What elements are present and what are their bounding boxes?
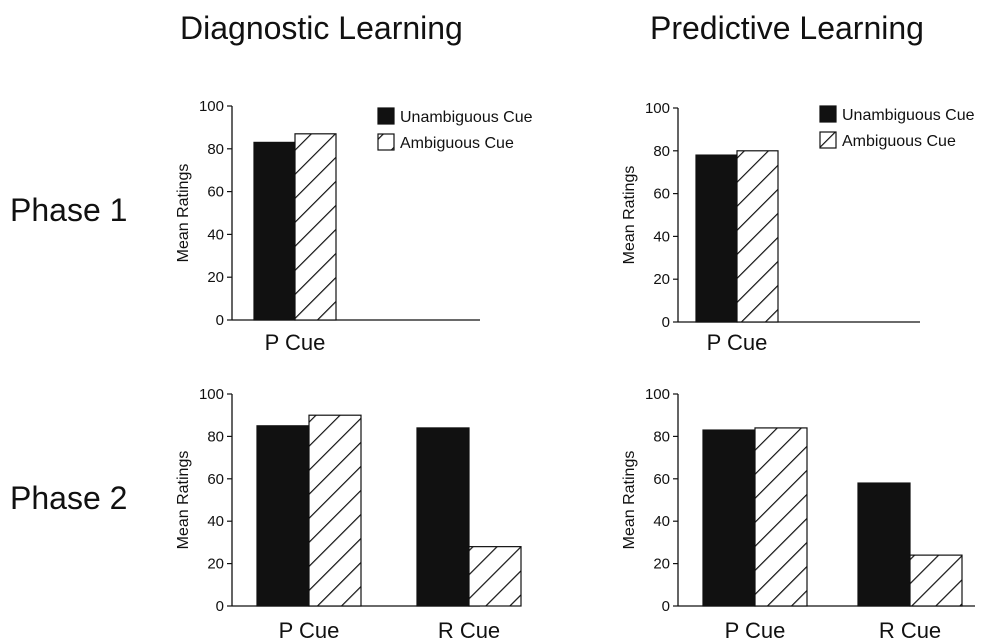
column-title-diagnostic: Diagnostic Learning (180, 10, 463, 46)
category-label: R Cue (438, 618, 500, 638)
y-tick-label: 0 (662, 314, 670, 331)
y-tick-label: 20 (207, 269, 224, 286)
chart-diagnostic-phase-1: 0 20 40 60 80 100 Mean Ratings P Cue Unambiguous… (175, 98, 533, 355)
y-tick-label: 20 (207, 556, 224, 573)
y-axis-label: Mean Ratings (175, 164, 192, 263)
y-tick-label: 40 (653, 228, 670, 245)
y-tick-label: 40 (653, 513, 670, 530)
y-tick-label: 80 (207, 141, 224, 158)
bar-unambiguous-p-cue (702, 429, 756, 607)
row-label-phase-1: Phase 1 (10, 192, 128, 228)
y-tick-label: 60 (207, 184, 224, 201)
category-label: P Cue (265, 330, 326, 355)
bar-ambiguous-p-cue (294, 133, 337, 321)
y-tick-label: 60 (207, 471, 224, 488)
bar-unambiguous-r-cue (416, 427, 470, 607)
y-tick-label: 20 (653, 556, 670, 573)
y-tick-label: 20 (653, 271, 670, 288)
y-tick-label: 0 (662, 598, 670, 615)
y-tick-label: 60 (653, 186, 670, 203)
legend-label-ambiguous: Ambiguous Cue (842, 133, 956, 150)
legend-label-unambiguous: Unambiguous Cue (842, 107, 975, 124)
y-tick-label: 100 (199, 98, 224, 115)
y-tick-label: 100 (645, 100, 670, 117)
chart-predictive-phase-1: 0 20 40 60 80 100 Mean Ratings P Cue Unambiguous… (621, 100, 975, 355)
bar-unambiguous-r-cue (857, 482, 911, 607)
category-label: P Cue (707, 330, 768, 355)
legend-label-ambiguous: Ambiguous Cue (400, 135, 514, 152)
bar-ambiguous-p-cue (754, 427, 808, 607)
y-tick-label: 40 (207, 226, 224, 243)
bar-ambiguous-p-cue (736, 150, 779, 323)
legend-swatch-unambiguous (819, 105, 837, 123)
y-axis-label: Mean Ratings (175, 451, 192, 550)
y-axis-label: Mean Ratings (621, 451, 638, 550)
y-axis-label: Mean Ratings (621, 166, 638, 265)
category-label: P Cue (725, 618, 786, 638)
bar-unambiguous-p-cue (695, 154, 738, 323)
y-tick-label: 0 (216, 312, 224, 329)
bar-ambiguous-r-cue (468, 546, 522, 607)
bar-ambiguous-p-cue (308, 414, 362, 607)
row-label-phase-2: Phase 2 (10, 480, 128, 516)
legend-label-unambiguous: Unambiguous Cue (400, 109, 533, 126)
legend-swatch-unambiguous (377, 107, 395, 125)
bar-unambiguous-p-cue (256, 425, 310, 607)
legend-swatch-ambiguous (819, 131, 837, 149)
y-tick-label: 40 (207, 513, 224, 530)
y-tick-label: 80 (653, 143, 670, 160)
y-tick-label: 0 (216, 598, 224, 615)
legend-swatch-ambiguous (377, 133, 395, 151)
chart-predictive-phase-2: 0 20 40 60 80 100 Mean Ratings P Cue R Cue (621, 386, 975, 638)
bar-unambiguous-p-cue (253, 141, 296, 321)
category-label: R Cue (879, 618, 941, 638)
y-tick-label: 60 (653, 471, 670, 488)
y-tick-label: 80 (207, 428, 224, 445)
y-tick-label: 100 (199, 386, 224, 403)
y-tick-label: 100 (645, 386, 670, 403)
y-tick-label: 80 (653, 428, 670, 445)
category-label: P Cue (279, 618, 340, 638)
bar-ambiguous-r-cue (909, 554, 963, 607)
chart-diagnostic-phase-2: 0 20 40 60 80 100 Mean Ratings P Cue R Cue (175, 386, 522, 638)
column-title-predictive: Predictive Learning (650, 10, 924, 46)
